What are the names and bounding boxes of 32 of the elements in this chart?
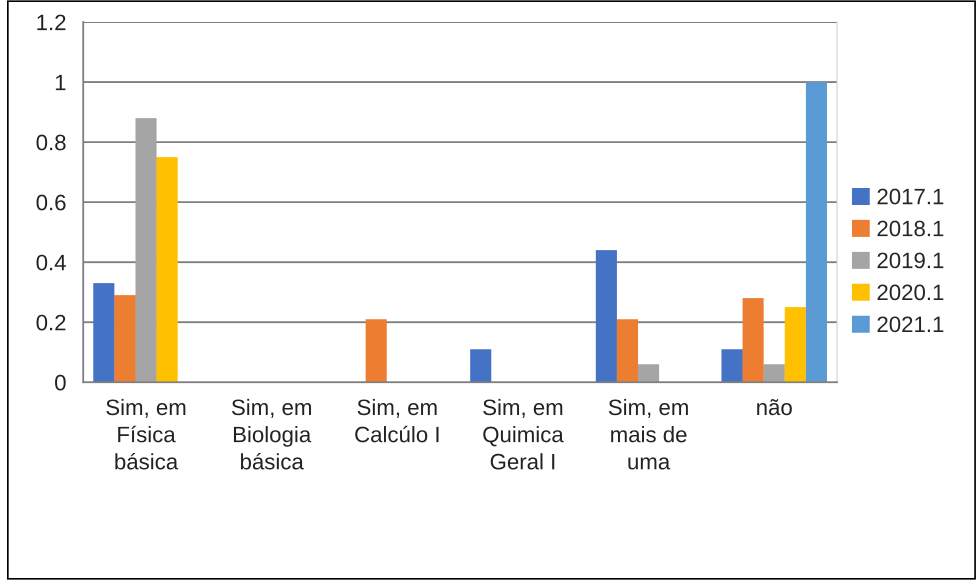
x-tick-label: Sim, em Calcúlo I (355, 398, 438, 442)
bar (742, 298, 764, 382)
bar (470, 349, 492, 382)
bar (638, 364, 660, 382)
y-tick-label: 1 (56, 74, 66, 90)
y-tick-label: 1.2 (37, 14, 66, 30)
bar (784, 307, 806, 382)
bar (806, 82, 827, 382)
bar (114, 295, 136, 382)
x-tick-label: não (757, 399, 792, 416)
legend-label: 2017.1 (878, 188, 944, 204)
bar (366, 319, 387, 382)
legend-label: 2021.1 (878, 316, 944, 332)
bar (764, 364, 785, 382)
legend-label: 2020.1 (878, 284, 944, 300)
bar (596, 250, 617, 382)
y-tick-label: 0 (55, 374, 66, 390)
y-tick-label: 0.2 (36, 314, 66, 330)
x-tick-label: Sim, em mais de uma (608, 398, 688, 470)
bar (721, 349, 743, 382)
bar (93, 283, 114, 382)
y-tick-label: 0.6 (36, 194, 66, 210)
x-tick-label: Sim, em Física básica (106, 398, 186, 470)
y-tick-label: 0.4 (36, 254, 66, 270)
legend-label: 2018.1 (878, 220, 944, 236)
bar (135, 118, 157, 382)
x-tick-label: Sim, em Quimica Geral I (483, 398, 564, 470)
legend-label: 2019.1 (878, 252, 944, 268)
bar (156, 157, 178, 382)
y-tick-label: 0.8 (36, 134, 66, 150)
bar (616, 319, 638, 382)
x-tick-label: Sim, em Biologia básica (232, 398, 312, 470)
